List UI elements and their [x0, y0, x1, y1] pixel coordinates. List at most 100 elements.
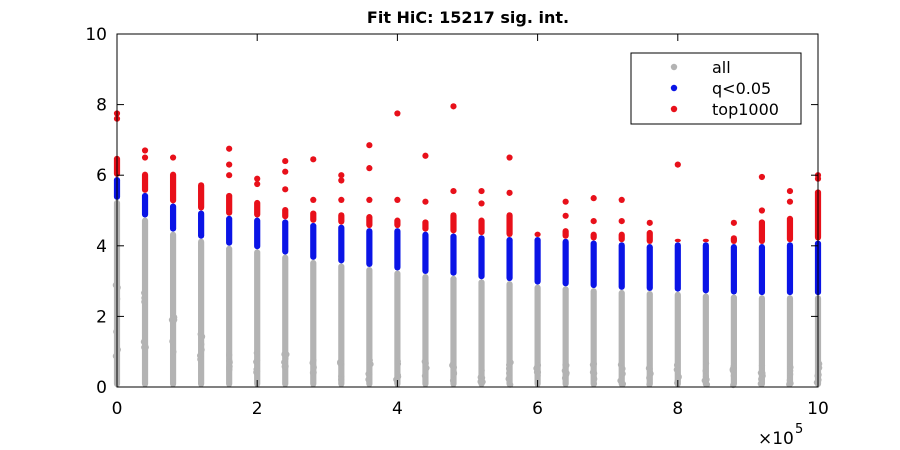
series-top1000-point	[366, 165, 373, 172]
series-all-point	[673, 366, 680, 373]
series-top1000-band-bin-18	[618, 231, 625, 243]
series-q-band-bin-8	[338, 224, 345, 264]
series-top1000-point	[226, 172, 233, 179]
series-all-point	[589, 369, 597, 376]
series-all-point	[310, 369, 317, 376]
series-top1000-point	[338, 177, 345, 184]
series-all-point	[197, 356, 204, 363]
series-q-band-bin-22	[730, 244, 737, 295]
series-top1000-point	[254, 180, 261, 188]
series-q-band-bin-24	[786, 242, 794, 296]
axes-box	[116, 33, 819, 388]
series-all-band-bin-5	[254, 249, 261, 387]
series-all-point	[226, 363, 233, 370]
series-all-point	[758, 362, 766, 369]
series-top1000-point	[590, 195, 597, 202]
series-all-point	[141, 289, 148, 297]
series-all-point	[337, 359, 344, 366]
series-all-point	[170, 348, 177, 355]
series-q-band-bin-7	[310, 222, 317, 260]
x-exponent-power: 5	[795, 422, 803, 437]
y-tick-label: 2	[96, 307, 107, 327]
series-all-point	[169, 338, 176, 345]
x-tick-label: 10	[807, 399, 829, 419]
series-q-band-bin-13	[478, 235, 485, 280]
series-top1000-point	[590, 217, 597, 225]
series-all-point	[393, 376, 400, 383]
series-all-point	[505, 375, 512, 382]
series-all-band-bin-24	[786, 295, 794, 387]
x-tick-label: 0	[112, 399, 123, 419]
series-all-point	[674, 379, 681, 387]
series-top1000-point	[422, 152, 429, 159]
y-tick-label: 8	[96, 96, 107, 116]
series-top1000-point	[618, 217, 625, 225]
y-tick-label: 0	[96, 378, 107, 398]
series-top1000-point	[394, 110, 401, 117]
series-all-point	[253, 366, 260, 373]
series-top1000-point	[169, 154, 177, 161]
series-q-band-bin-14	[506, 236, 513, 282]
series-all-point	[675, 374, 682, 381]
series-top1000-point	[141, 147, 149, 154]
series-top1000-point	[562, 198, 569, 205]
series-top1000-point	[366, 196, 373, 204]
series-all-band-bin-10	[394, 270, 401, 387]
series-all-point	[198, 341, 205, 348]
series-q-band-bin-6	[282, 219, 289, 255]
series-all-band-bin-19	[646, 290, 653, 387]
series-top1000-band-bin-17	[590, 231, 597, 241]
series-all-point	[422, 358, 429, 365]
series-all-point	[394, 358, 401, 365]
series-all-point	[590, 380, 598, 387]
series-top1000-point	[758, 173, 766, 181]
series-top1000-point	[282, 186, 289, 193]
series-top1000-band-bin-16	[562, 228, 569, 239]
series-top1000-band-bin-5	[254, 199, 261, 218]
series-all-point	[787, 367, 794, 375]
legend-marker-top1000	[670, 105, 678, 113]
series-all-point	[478, 367, 485, 374]
series-top1000-band-bin-21	[702, 238, 709, 243]
series-all-points	[112, 199, 823, 389]
series-all-point	[701, 377, 708, 384]
series-top1000-point	[618, 196, 625, 204]
series-q-band-bin-18	[618, 242, 625, 290]
series-q-band-bin-9	[366, 228, 373, 267]
series-top1000-band-bin-2	[169, 171, 177, 204]
series-all-point	[310, 357, 317, 364]
series-top1000-point	[562, 212, 569, 219]
series-all-point	[562, 361, 569, 368]
series-top1000-point	[226, 161, 233, 168]
series-all-band-bin-7	[310, 259, 317, 387]
series-q-band-bin-15	[534, 236, 541, 285]
series-top1000-point	[310, 156, 317, 163]
x-tick-label: 4	[392, 399, 403, 419]
x-tick-label: 8	[672, 399, 683, 419]
series-top1000-band-bin-14	[506, 212, 513, 237]
series-all-point	[561, 374, 569, 382]
series-all-point	[730, 372, 737, 379]
series-all-point	[816, 360, 823, 367]
series-top1000-band-bin-4	[226, 192, 233, 216]
series-all-point	[338, 376, 345, 383]
series-all-point	[702, 360, 710, 367]
series-top1000-band-bin-13	[478, 217, 485, 236]
series-top1000-point	[226, 145, 233, 152]
series-all-point	[786, 377, 793, 384]
legend-label-all: all	[712, 58, 731, 77]
series-top1000-point	[758, 207, 766, 214]
series-all-point	[619, 365, 626, 372]
legend-box	[630, 52, 802, 125]
series-all-point	[141, 294, 148, 302]
series-top1000-band-bin-3	[198, 182, 205, 211]
series-all-point	[114, 346, 121, 353]
x-tick-label: 6	[532, 399, 543, 419]
series-all-point	[507, 359, 514, 366]
series-top1000-band-bin-22	[730, 235, 737, 245]
series-all-point	[367, 361, 374, 368]
series-top1000-point	[338, 196, 345, 204]
series-top1000-point	[786, 198, 794, 205]
series-all-point	[646, 381, 653, 388]
